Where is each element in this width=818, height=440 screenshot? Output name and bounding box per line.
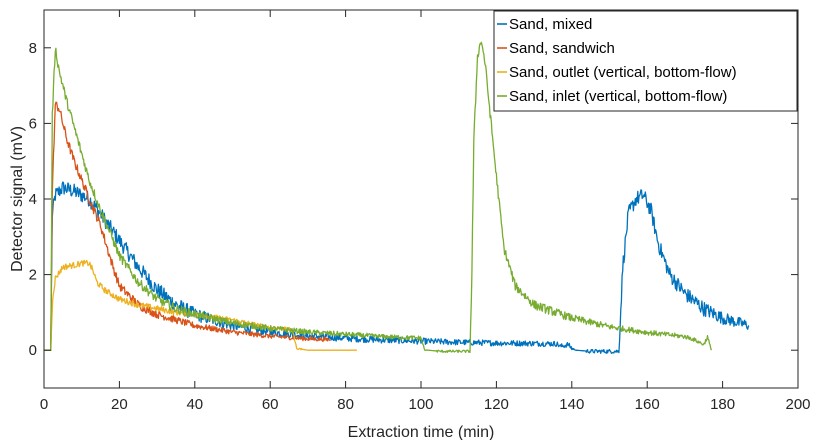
y-tick-label: 0 bbox=[29, 342, 37, 359]
y-tick-label: 8 bbox=[29, 40, 37, 57]
x-tick-label: 200 bbox=[785, 396, 810, 413]
x-tick-label: 80 bbox=[337, 396, 354, 413]
tick-layer: 0 20 40 60 80 100 120 140 160 180 200 0 2 4 6 8 bbox=[29, 10, 811, 413]
x-tick-label: 120 bbox=[484, 396, 509, 413]
series-line-4 bbox=[43, 41, 712, 354]
x-tick-label: 40 bbox=[186, 396, 203, 413]
series-layer bbox=[43, 41, 750, 354]
legend-entry: Sand, mixed bbox=[509, 16, 592, 33]
legend-entry: Sand, sandwich bbox=[509, 40, 615, 57]
legend-entry: Sand, inlet (vertical, bottom-flow) bbox=[509, 88, 727, 105]
legend-box bbox=[493, 10, 798, 112]
x-tick-label: 180 bbox=[710, 396, 735, 413]
x-tick-label: 0 bbox=[40, 396, 48, 413]
x-tick-label: 20 bbox=[111, 396, 128, 413]
y-tick-label: 2 bbox=[29, 267, 37, 284]
x-tick-label: 60 bbox=[262, 396, 279, 413]
x-tick-label: 100 bbox=[408, 396, 433, 413]
legend-entry: Sand, outlet (vertical, bottom-flow) bbox=[509, 64, 737, 81]
y-tick-label: 4 bbox=[29, 191, 37, 208]
series-line-2 bbox=[43, 101, 331, 351]
y-tick-label: 6 bbox=[29, 115, 37, 132]
x-tick-label: 160 bbox=[635, 396, 660, 413]
y-axis-label: Detector signal (mV) bbox=[9, 126, 26, 272]
x-tick-label: 140 bbox=[559, 396, 584, 413]
x-axis-label: Extraction time (min) bbox=[348, 424, 495, 440]
legend: Sand, mixed Sand, sandwich Sand, outlet (v… bbox=[493, 10, 798, 112]
